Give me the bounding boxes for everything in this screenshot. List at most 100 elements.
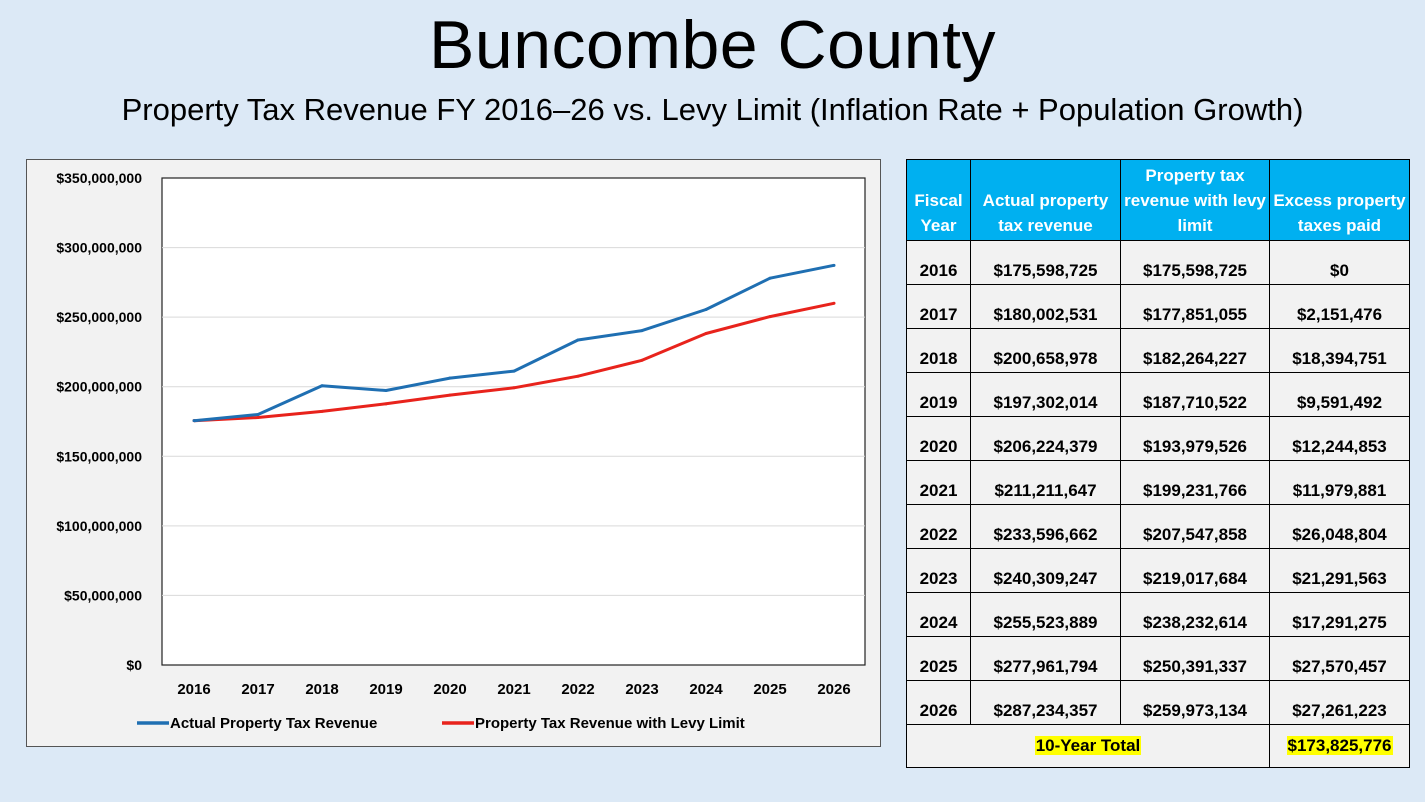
- cell-levy-limit: $238,232,614: [1120, 592, 1270, 637]
- cell-actual: $180,002,531: [970, 284, 1121, 329]
- data-point: [832, 263, 836, 267]
- table-row: 2017 $180,002,531 $177,851,055 $2,151,476: [906, 284, 1410, 329]
- x-tick-label: 2018: [305, 681, 338, 698]
- plot-area: [161, 177, 866, 666]
- revenue-table: Fiscal Year Actual property tax revenue …: [906, 159, 1410, 768]
- x-tick-label: 2021: [497, 681, 530, 698]
- table-row: 2018 $200,658,978 $182,264,227 $18,394,751: [906, 328, 1410, 373]
- cell-excess: $2,151,476: [1269, 284, 1410, 329]
- cell-excess: $0: [1269, 240, 1410, 285]
- cell-excess: $26,048,804: [1269, 504, 1410, 549]
- x-tick-label: 2022: [561, 681, 594, 698]
- data-point: [832, 301, 836, 305]
- x-tick-label: 2020: [433, 681, 466, 698]
- header-excess-taxes: Excess property taxes paid: [1269, 159, 1410, 241]
- data-point: [192, 419, 196, 423]
- cell-levy-limit: $219,017,684: [1120, 548, 1270, 593]
- x-tick-label: 2024: [689, 681, 723, 698]
- header-actual-revenue: Actual property tax revenue: [970, 159, 1121, 241]
- header-levy-limit-revenue: Property tax revenue with levy limit: [1120, 159, 1270, 241]
- cell-levy-limit: $175,598,725: [1120, 240, 1270, 285]
- cell-year: 2026: [906, 680, 971, 725]
- cell-excess: $11,979,881: [1269, 460, 1410, 505]
- cell-year: 2019: [906, 372, 971, 417]
- data-point: [768, 315, 772, 319]
- data-point: [576, 374, 580, 378]
- cell-levy-limit: $182,264,227: [1120, 328, 1270, 373]
- x-tick-label: 2019: [369, 681, 402, 698]
- cell-year: 2021: [906, 460, 971, 505]
- data-point: [704, 332, 708, 336]
- cell-actual: $255,523,889: [970, 592, 1121, 637]
- cell-year: 2016: [906, 240, 971, 285]
- page-title: Buncombe County: [429, 7, 996, 83]
- data-point: [640, 329, 644, 333]
- data-point: [512, 369, 516, 373]
- data-point: [320, 384, 324, 388]
- cell-levy-limit: $177,851,055: [1120, 284, 1270, 329]
- x-tick-label: 2017: [241, 681, 274, 698]
- cell-actual: $200,658,978: [970, 328, 1121, 373]
- data-point: [448, 376, 452, 380]
- x-tick-label: 2025: [753, 681, 786, 698]
- cell-levy-limit: $193,979,526: [1120, 416, 1270, 461]
- cell-excess: $27,261,223: [1269, 680, 1410, 725]
- data-point: [384, 402, 388, 406]
- cell-actual: $277,961,794: [970, 636, 1121, 681]
- cell-excess: $27,570,457: [1269, 636, 1410, 681]
- cell-year: 2018: [906, 328, 971, 373]
- x-tick-label: 2023: [625, 681, 658, 698]
- cell-levy-limit: $250,391,337: [1120, 636, 1270, 681]
- header-fiscal-year: Fiscal Year: [906, 159, 971, 241]
- cell-actual: $175,598,725: [970, 240, 1121, 285]
- cell-actual: $197,302,014: [970, 372, 1121, 417]
- y-tick-label: $150,000,000: [56, 448, 142, 464]
- cell-levy-limit: $199,231,766: [1120, 460, 1270, 505]
- table-row: 2026 $287,234,357 $259,973,134 $27,261,223: [906, 680, 1410, 725]
- page-subtitle: Property Tax Revenue FY 2016–26 vs. Levy…: [121, 92, 1304, 127]
- data-point: [768, 276, 772, 280]
- data-point: [640, 358, 644, 362]
- cell-year: 2022: [906, 504, 971, 549]
- table-row: 2020 $206,224,379 $193,979,526 $12,244,853: [906, 416, 1410, 461]
- table-row: 2022 $233,596,662 $207,547,858 $26,048,804: [906, 504, 1410, 549]
- data-point: [448, 393, 452, 397]
- data-point: [576, 338, 580, 342]
- legend-label: Actual Property Tax Revenue: [170, 715, 377, 732]
- data-point: [320, 409, 324, 413]
- chart-panel: $0 $50,000,000 $100,000,000 $150,000,000 $20…: [26, 159, 881, 747]
- data-point: [512, 386, 516, 390]
- cell-actual: $287,234,357: [970, 680, 1121, 725]
- y-tick-label: $300,000,000: [56, 240, 142, 256]
- cell-actual: $233,596,662: [970, 504, 1121, 549]
- table-row: 2025 $277,961,794 $250,391,337 $27,570,457: [906, 636, 1410, 681]
- cell-excess: $12,244,853: [1269, 416, 1410, 461]
- data-point: [256, 416, 260, 420]
- table-row: 2023 $240,309,247 $219,017,684 $21,291,563: [906, 548, 1410, 593]
- cell-actual: $206,224,379: [970, 416, 1121, 461]
- cell-excess: $21,291,563: [1269, 548, 1410, 593]
- cell-year: 2024: [906, 592, 971, 637]
- cell-levy-limit: $207,547,858: [1120, 504, 1270, 549]
- table-header-row: Fiscal Year Actual property tax revenue …: [906, 159, 1410, 241]
- data-point: [384, 388, 388, 392]
- cell-excess: $17,291,275: [1269, 592, 1410, 637]
- total-label: 10-Year Total: [1034, 736, 1142, 755]
- cell-actual: $240,309,247: [970, 548, 1121, 593]
- cell-excess: $9,591,492: [1269, 372, 1410, 417]
- y-tick-label: $250,000,000: [56, 309, 142, 325]
- table-row: 2024 $255,523,889 $238,232,614 $17,291,275: [906, 592, 1410, 637]
- x-tick-label: 2026: [817, 681, 850, 698]
- table-row: 2016 $175,598,725 $175,598,725 $0: [906, 240, 1410, 285]
- y-tick-label: $50,000,000: [64, 587, 142, 603]
- table-row: 2019 $197,302,014 $187,710,522 $9,591,492: [906, 372, 1410, 417]
- y-tick-label: $350,000,000: [56, 170, 142, 186]
- cell-year: 2020: [906, 416, 971, 461]
- data-point: [704, 307, 708, 311]
- cell-year: 2023: [906, 548, 971, 593]
- table-row: 2021 $211,211,647 $199,231,766 $11,979,881: [906, 460, 1410, 505]
- x-tick-label: 2016: [177, 681, 210, 698]
- y-tick-label: $0: [126, 657, 142, 673]
- cell-year: 2025: [906, 636, 971, 681]
- cell-actual: $211,211,647: [970, 460, 1121, 505]
